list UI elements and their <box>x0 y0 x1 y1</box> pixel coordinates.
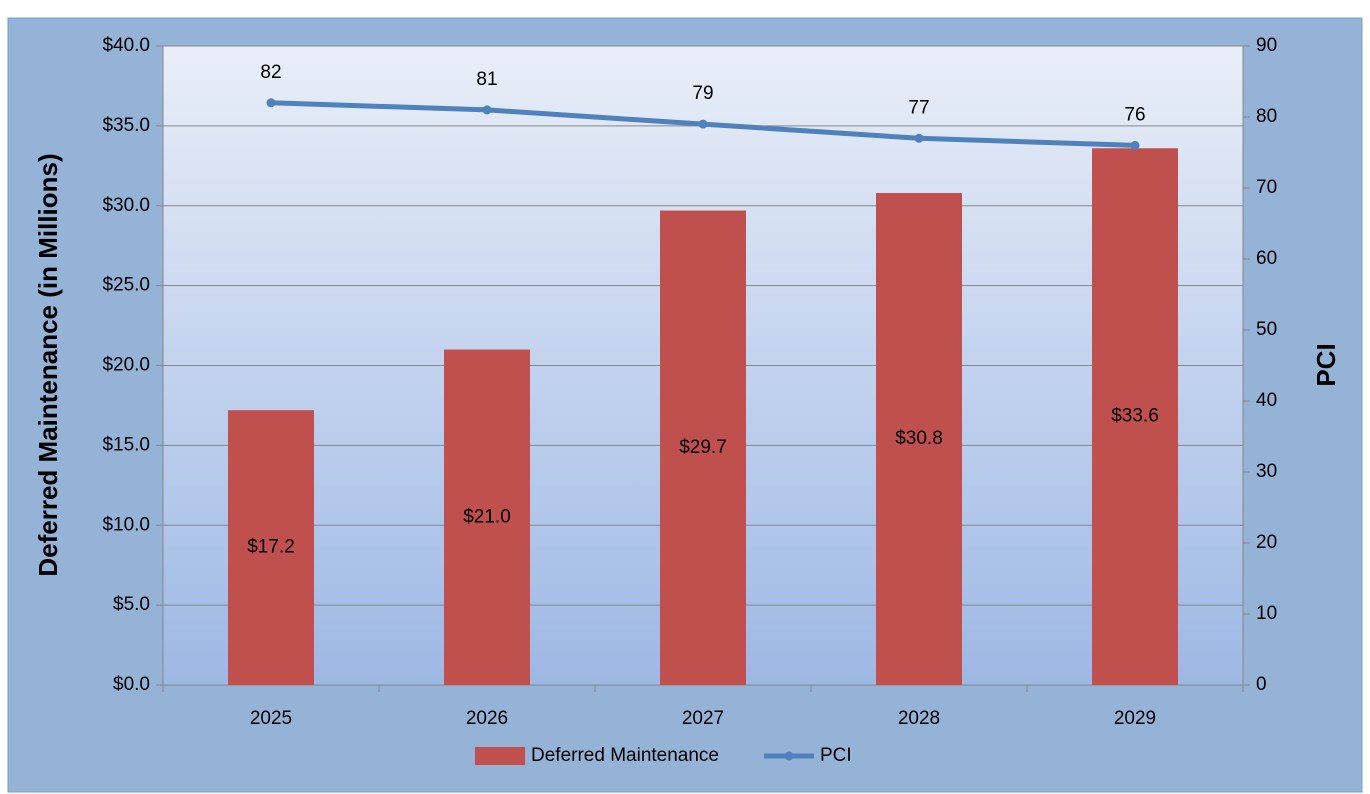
y2-tick-label: 60 <box>1256 248 1277 269</box>
y2-tick-label: 40 <box>1256 390 1277 411</box>
y-tick-label: $35.0 <box>102 115 150 136</box>
bar <box>660 210 746 686</box>
x-tick-label: 2026 <box>466 708 508 729</box>
bar <box>444 349 530 685</box>
line-marker <box>698 119 708 129</box>
y2-tick-label: 80 <box>1256 106 1277 127</box>
y-tick-label: $25.0 <box>102 275 150 296</box>
x-tick-label: 2027 <box>682 708 724 729</box>
y-tick-label: $15.0 <box>102 434 150 455</box>
data-label: $21.0 <box>463 506 511 527</box>
y-tick-label: $5.0 <box>113 594 150 615</box>
bar <box>1092 148 1178 686</box>
line-marker <box>1130 140 1140 150</box>
y2-axis-title: PCI <box>1311 343 1341 386</box>
data-label: 82 <box>260 62 281 83</box>
legend-swatch <box>475 747 525 765</box>
data-label: $17.2 <box>247 537 295 558</box>
data-label: $30.8 <box>895 428 943 449</box>
data-label: 77 <box>908 97 929 118</box>
legend-label: Deferred Maintenance <box>531 745 719 766</box>
y-tick-label: $30.0 <box>102 195 150 216</box>
data-label: 79 <box>692 83 713 104</box>
x-tick-label: 2025 <box>250 708 292 729</box>
y2-tick-label: 50 <box>1256 319 1277 340</box>
x-tick-label: 2029 <box>1114 708 1156 729</box>
y2-tick-label: 0 <box>1256 674 1267 695</box>
data-label: 76 <box>1124 104 1145 125</box>
y2-tick-label: 20 <box>1256 532 1277 553</box>
y-tick-label: $20.0 <box>102 355 150 376</box>
y-axis-title: Deferred Maintenance (in Millions) <box>33 153 63 576</box>
y-tick-label: $10.0 <box>102 514 150 535</box>
line-marker <box>482 105 492 115</box>
bar <box>228 410 314 685</box>
x-tick-label: 2028 <box>898 708 940 729</box>
line-marker <box>266 98 276 108</box>
y2-tick-label: 10 <box>1256 603 1277 624</box>
y-tick-label: $0.0 <box>113 674 150 695</box>
legend-label: PCI <box>820 745 852 766</box>
y2-tick-label: 30 <box>1256 461 1277 482</box>
bar <box>876 192 962 685</box>
y2-tick-label: 70 <box>1256 177 1277 198</box>
line-marker <box>914 133 924 143</box>
data-label: $29.7 <box>679 437 727 458</box>
data-label: 81 <box>476 69 497 90</box>
y-tick-label: $40.0 <box>102 35 150 56</box>
data-label: $33.6 <box>1111 406 1159 427</box>
legend-marker <box>784 751 794 761</box>
y2-tick-label: 90 <box>1256 35 1277 56</box>
